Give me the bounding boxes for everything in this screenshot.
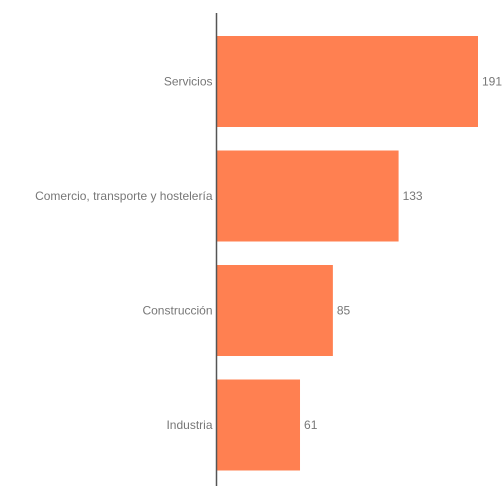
bar-1 bbox=[216, 36, 478, 127]
labels-group: Servicios 191 Comercio, transporte y hoste… bbox=[35, 75, 502, 433]
value-label-2: 133 bbox=[403, 189, 423, 203]
category-label-4: Industria bbox=[166, 418, 212, 432]
bars-group bbox=[216, 36, 478, 471]
bar-4 bbox=[216, 379, 301, 471]
bar-2 bbox=[216, 150, 399, 242]
value-label-4: 61 bbox=[304, 418, 318, 432]
value-label-1: 191 bbox=[482, 75, 502, 89]
value-label-3: 85 bbox=[337, 304, 351, 318]
bar-3 bbox=[216, 265, 333, 356]
category-label-1: Servicios bbox=[164, 75, 213, 89]
category-label-2: Comercio, transporte y hostelería bbox=[35, 189, 213, 203]
category-label-3: Construcción bbox=[142, 304, 212, 318]
